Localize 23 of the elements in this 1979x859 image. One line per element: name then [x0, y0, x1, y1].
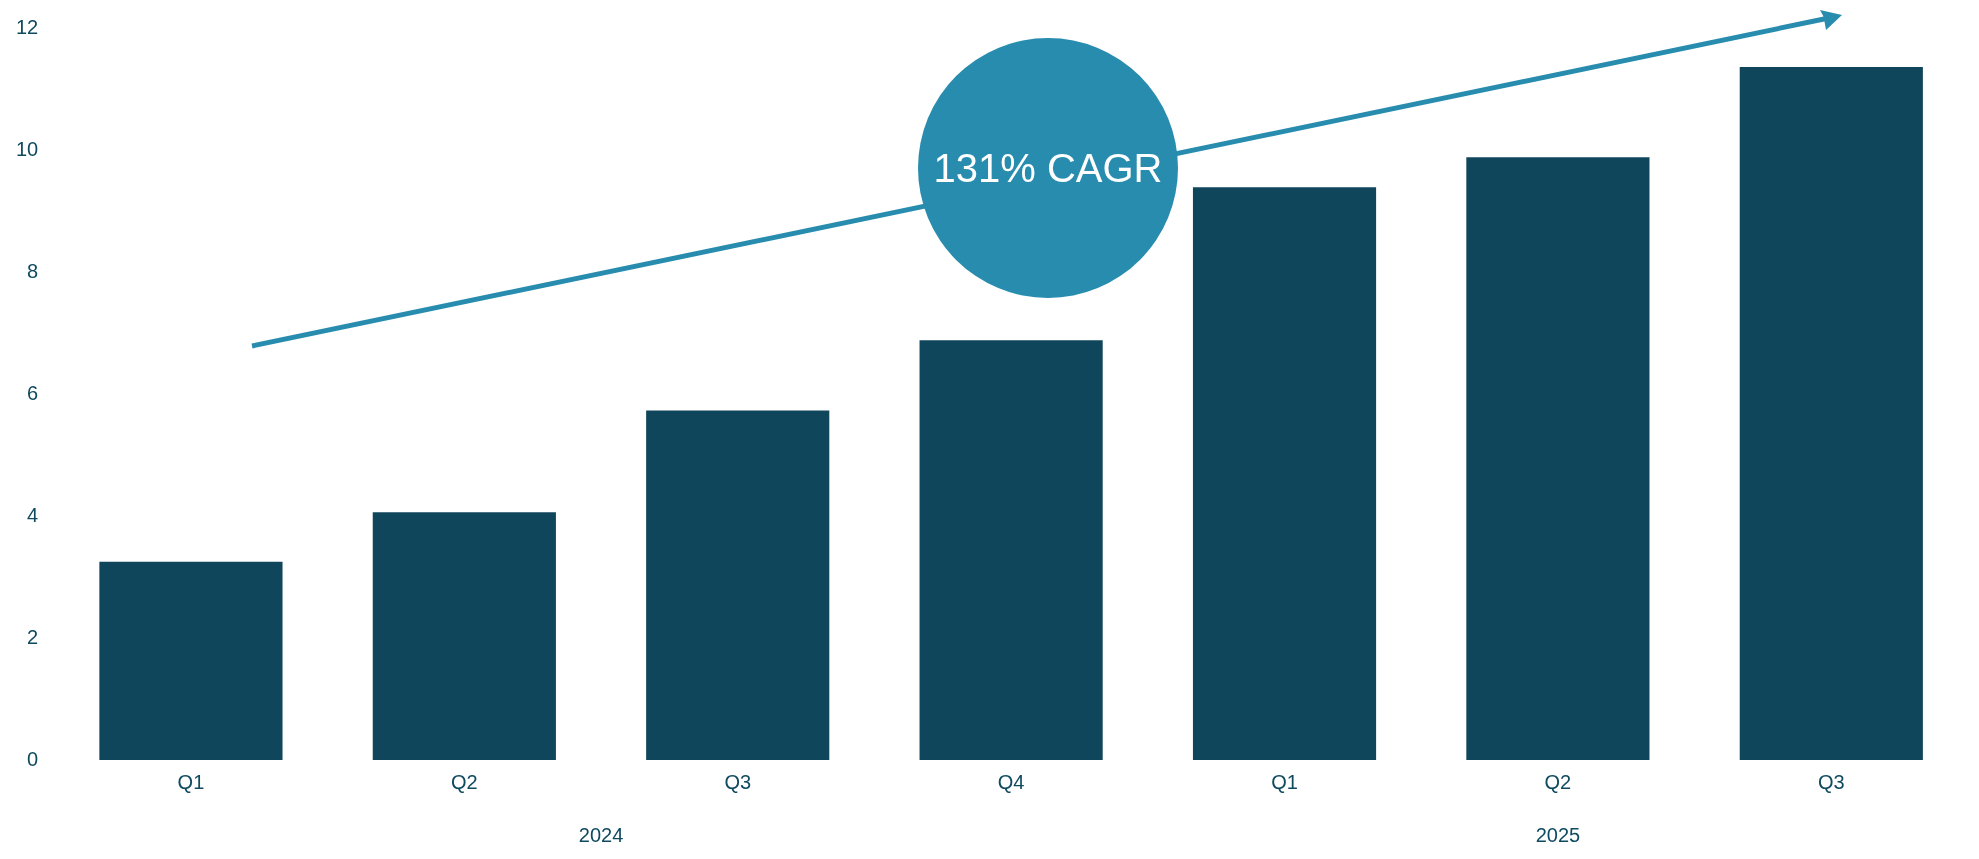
y-tick-label: 4 — [27, 503, 39, 526]
bar — [1739, 67, 1923, 760]
y-tick-label: 0 — [27, 747, 39, 770]
y-tick-label: 8 — [27, 259, 39, 282]
x-tick-label: Q1 — [1271, 770, 1298, 793]
text: 2024 — [578, 823, 624, 846]
bar — [1466, 157, 1650, 760]
y-tick-label: 12 — [16, 15, 39, 38]
text: 2025 — [1535, 823, 1581, 846]
y-tick-label: 6 — [27, 381, 39, 404]
x-tick-label: Q2 — [450, 770, 478, 793]
y-tick-label: 2 — [27, 625, 39, 648]
bar — [1192, 187, 1377, 760]
bar — [372, 512, 556, 760]
x-tick-label: Q2 — [1544, 770, 1572, 793]
x-tick-label: Q4 — [997, 770, 1025, 793]
y-tick-label: 10 — [16, 137, 39, 160]
x-tick-label: Q3 — [1817, 770, 1845, 793]
x-tick-label: Q1 — [177, 770, 205, 793]
x-tick-label: Q3 — [724, 770, 752, 793]
bar — [646, 410, 830, 760]
bar — [919, 340, 1103, 760]
bar — [99, 561, 283, 760]
